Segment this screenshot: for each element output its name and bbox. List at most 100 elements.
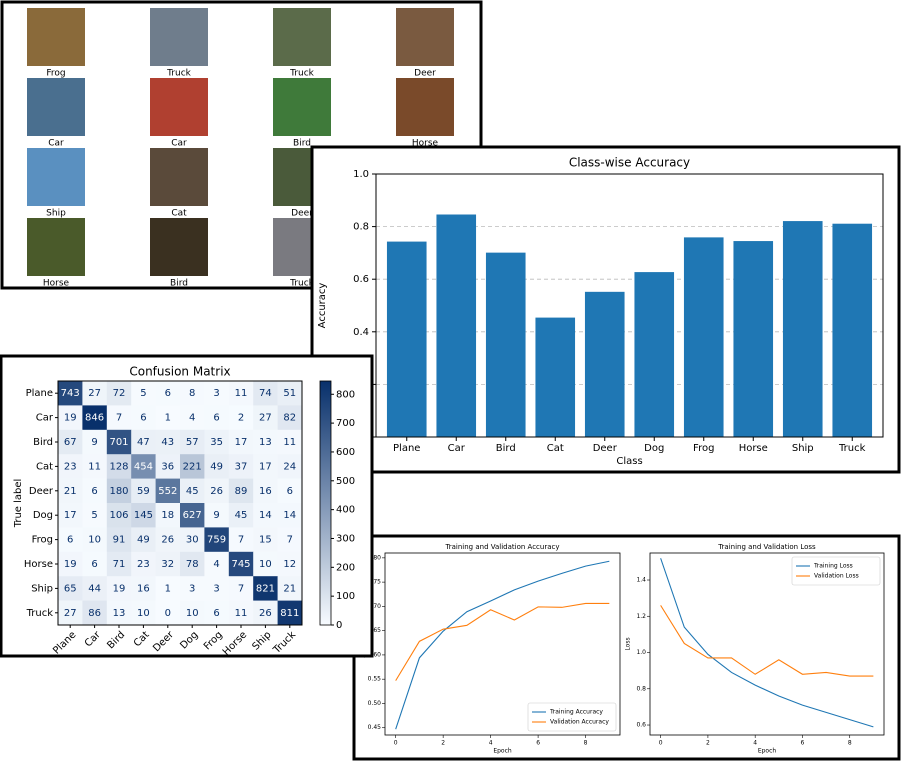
cell-label: 3 — [213, 583, 219, 594]
cell-label: 74 — [259, 388, 272, 399]
x-tick-label: 4 — [753, 740, 757, 747]
cell-label: 6 — [91, 559, 97, 570]
heatmap-cell — [228, 527, 254, 553]
x-tick-label: 2 — [441, 740, 445, 747]
cell-label: 759 — [207, 535, 226, 546]
y-tick-label: Plane — [26, 388, 53, 399]
legend-label: Training Loss — [813, 563, 853, 570]
bar-panel: Class-wise Accuracy0.00.20.40.60.81.0Pla… — [310, 145, 901, 474]
cell-label: 49 — [210, 461, 223, 472]
legend-label: Validation Loss — [814, 573, 859, 580]
image-label: Ship — [46, 209, 66, 219]
cell-label: 27 — [259, 413, 272, 424]
y-tick-label: 0.60 — [368, 651, 382, 658]
cell-label: 745 — [231, 559, 250, 570]
cell-label: 12 — [283, 559, 296, 570]
bar — [386, 241, 427, 437]
cell-label: 45 — [186, 486, 199, 497]
x-tick-label: 8 — [848, 740, 852, 747]
cell-label: 72 — [113, 388, 126, 399]
cell-label: 32 — [161, 559, 174, 570]
axes-frame — [384, 552, 621, 736]
cell-label: 454 — [134, 461, 153, 472]
heatmap-cell — [277, 503, 303, 528]
x-tick-label: Plane — [393, 443, 420, 454]
heatmap-cell — [82, 527, 108, 553]
cell-label: 10 — [88, 535, 101, 546]
y-tick-label: Frog — [32, 535, 53, 546]
y-tick-label: 0.4 — [353, 327, 369, 338]
legend-box — [527, 702, 617, 732]
bar — [436, 214, 477, 437]
heatmap-cell — [58, 454, 83, 479]
cell-label: 1 — [165, 583, 171, 594]
cell-label: 2 — [238, 413, 244, 424]
heatmap-cell — [82, 454, 108, 479]
y-tick-label: 0.50 — [368, 700, 382, 707]
heatmap-cell — [180, 576, 205, 601]
chart-title: Confusion Matrix — [129, 365, 230, 379]
x-tick-label: 0 — [394, 740, 398, 747]
x-tick-label: Cat — [547, 443, 564, 454]
heatmap-cell — [277, 576, 303, 601]
cell-label: 811 — [280, 608, 299, 619]
y-tick-label: Deer — [29, 486, 54, 497]
series-line — [660, 558, 874, 728]
heatmap-cell — [253, 576, 278, 601]
colorbar-tick-label: 600 — [336, 447, 355, 458]
cell-label: 145 — [134, 510, 153, 521]
x-tick-label: Bird — [496, 443, 516, 454]
heatmap-cell — [204, 381, 230, 406]
heatmap-cell — [180, 527, 205, 553]
y-tick-label: 0.70 — [368, 603, 382, 610]
cell-label: 8 — [189, 388, 195, 399]
colorbar-tick-label: 0 — [336, 620, 342, 631]
heatmap-cell — [253, 405, 278, 431]
series-line — [395, 560, 610, 730]
heatmap-cell — [58, 527, 83, 553]
heatmap-cell — [180, 454, 205, 479]
axes-frame — [57, 380, 303, 626]
heatmap-cell — [82, 551, 108, 577]
image-label: Horse — [412, 139, 439, 149]
image-thumbnail — [273, 8, 331, 66]
heatmap-cell — [155, 429, 181, 455]
cell-label: 7 — [238, 535, 244, 546]
image-thumbnail — [150, 218, 208, 276]
cell-label: 106 — [109, 510, 128, 521]
image-thumbnail — [150, 78, 208, 136]
y-tick-label: 0.55 — [368, 676, 382, 683]
heatmap-cell — [58, 381, 83, 406]
heatmap-cell — [253, 503, 278, 528]
series-line — [395, 602, 610, 681]
cell-label: 6 — [213, 413, 219, 424]
y-tick-label: Ship — [31, 583, 53, 594]
cell-label: 1 — [165, 413, 171, 424]
cell-label: 23 — [64, 461, 77, 472]
heatmap-cell — [277, 454, 303, 479]
y-tick-label: 0.6 — [353, 274, 369, 285]
heatmap-cell — [277, 600, 303, 626]
heatmap-cell — [58, 503, 83, 528]
colorbar — [319, 380, 332, 626]
cell-label: 21 — [64, 486, 77, 497]
x-tick-label: Ship — [792, 443, 814, 454]
heatmap-cell — [82, 405, 108, 431]
cell-label: 91 — [113, 535, 126, 546]
heatmap-cell — [228, 381, 254, 406]
cell-label: 6 — [287, 486, 293, 497]
heatmap-cell — [228, 429, 254, 455]
cell-label: 78 — [186, 559, 199, 570]
x-axis-label: Epoch — [493, 748, 512, 755]
heatmap-cell — [204, 527, 230, 553]
y-tick-label: 0.80 — [368, 554, 382, 561]
x-tick-label: 6 — [801, 740, 805, 747]
y-tick-label: 0.6 — [636, 722, 646, 729]
cell-label: 67 — [64, 437, 77, 448]
y-axis-label: True label — [13, 479, 24, 529]
cell-label: 59 — [137, 486, 150, 497]
colorbar-tick-label: 500 — [336, 476, 355, 487]
bar — [832, 223, 873, 437]
